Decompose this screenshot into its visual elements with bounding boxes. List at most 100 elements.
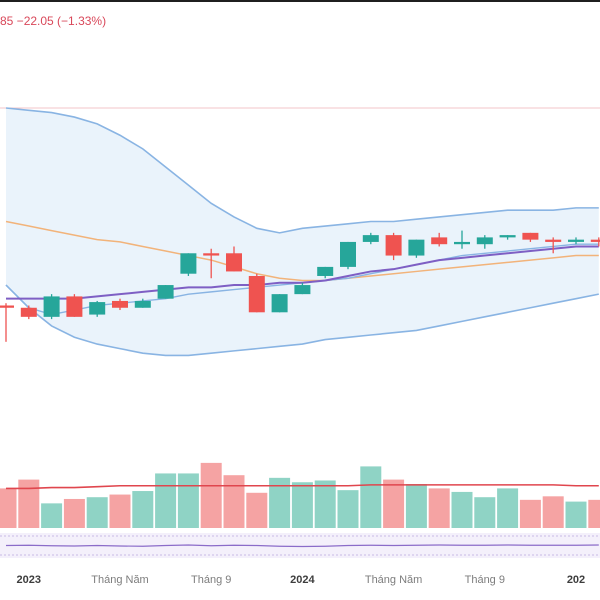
x-tick-label: 2023 xyxy=(17,574,41,586)
candle[interactable] xyxy=(134,298,151,308)
candle[interactable] xyxy=(476,235,493,249)
candle[interactable] xyxy=(66,294,83,317)
candle-body xyxy=(454,241,470,245)
volume-bar[interactable] xyxy=(132,491,154,528)
candle[interactable] xyxy=(340,241,356,270)
volume-bar[interactable] xyxy=(519,499,541,528)
bollinger-lower-line xyxy=(5,284,599,357)
candle-body xyxy=(226,253,242,272)
candle-layer[interactable] xyxy=(0,230,600,342)
candle[interactable] xyxy=(271,294,288,313)
candle-body xyxy=(294,285,311,295)
candle[interactable] xyxy=(89,300,106,317)
volume-layer[interactable] xyxy=(0,462,600,528)
candle[interactable] xyxy=(157,285,174,299)
candle[interactable] xyxy=(203,248,220,279)
volume-bar[interactable] xyxy=(109,494,131,528)
x-tick-label: 202 xyxy=(567,574,585,586)
candle-body xyxy=(499,235,516,238)
volume-bar[interactable] xyxy=(18,479,40,528)
candle[interactable] xyxy=(568,237,584,245)
candle[interactable] xyxy=(317,266,334,279)
price-change-readout: 85 −22.05 (−1.33%) xyxy=(0,14,107,28)
top-rule xyxy=(0,0,600,2)
candle[interactable] xyxy=(385,232,402,261)
volume-bar[interactable] xyxy=(177,473,199,528)
volume-bar[interactable] xyxy=(405,484,427,528)
volume-bar[interactable] xyxy=(155,473,177,528)
candle-body xyxy=(271,294,288,313)
volume-bar[interactable] xyxy=(383,479,405,528)
x-tick-label: Tháng 9 xyxy=(465,574,505,586)
candle-body xyxy=(431,237,448,245)
candle-body xyxy=(157,285,174,299)
candle-body xyxy=(134,300,151,308)
candle[interactable] xyxy=(408,239,425,258)
candle-body xyxy=(545,239,562,242)
candle[interactable] xyxy=(545,237,562,254)
candle[interactable] xyxy=(590,237,600,247)
x-tick-label: 2024 xyxy=(290,574,315,586)
candle[interactable] xyxy=(499,235,516,240)
candle-body xyxy=(362,235,379,242)
candle-body xyxy=(385,235,402,256)
volume-bar[interactable] xyxy=(291,482,313,528)
volume-bar[interactable] xyxy=(360,466,382,528)
candle-body xyxy=(180,253,197,274)
candle[interactable] xyxy=(454,230,470,249)
volume-bar[interactable] xyxy=(428,488,450,528)
candle[interactable] xyxy=(294,282,311,295)
volume-bar[interactable] xyxy=(223,475,245,528)
candle-body xyxy=(568,239,584,242)
volume-bar[interactable] xyxy=(41,503,63,528)
candle-body xyxy=(66,296,83,317)
candle[interactable] xyxy=(522,232,539,242)
volume-bar[interactable] xyxy=(246,492,268,528)
candle[interactable] xyxy=(180,253,197,276)
x-tick-label: Tháng Năm xyxy=(365,574,422,586)
candle-body xyxy=(0,305,14,308)
candle-body xyxy=(43,296,60,317)
volume-bar[interactable] xyxy=(565,501,587,528)
volume-bar[interactable] xyxy=(269,477,291,528)
candle[interactable] xyxy=(226,246,242,272)
volume-moving-average xyxy=(6,484,599,490)
candle[interactable] xyxy=(248,273,265,313)
candle-body xyxy=(476,237,493,245)
volume-bar[interactable] xyxy=(86,497,108,528)
moving-average-long xyxy=(5,220,599,282)
candle-body xyxy=(408,239,425,256)
oscillator-layer xyxy=(0,533,600,558)
candle-body xyxy=(340,241,356,267)
bollinger-upper-line xyxy=(5,107,599,234)
volume-bar[interactable] xyxy=(588,499,600,528)
candle[interactable] xyxy=(0,303,14,342)
volume-bar[interactable] xyxy=(542,496,564,528)
volume-bar[interactable] xyxy=(451,491,473,528)
volume-bar[interactable] xyxy=(63,498,85,528)
volume-bar[interactable] xyxy=(474,497,496,528)
candle[interactable] xyxy=(43,294,60,320)
volume-bar[interactable] xyxy=(337,490,359,528)
candle-body xyxy=(20,307,37,317)
bollinger-band-fill xyxy=(6,108,599,356)
candle-body xyxy=(203,253,220,256)
volume-bar[interactable] xyxy=(0,488,17,528)
candle[interactable] xyxy=(20,305,37,320)
volume-bar[interactable] xyxy=(314,480,336,528)
candle[interactable] xyxy=(112,298,128,311)
candle-body xyxy=(112,300,128,308)
candle[interactable] xyxy=(362,232,379,245)
time-axis: 2023 Tháng Năm Tháng 9 2024 Tháng Năm Tháng 9… xyxy=(17,574,586,586)
oscillator-line xyxy=(5,544,599,548)
candle-body xyxy=(522,232,539,240)
candle-body xyxy=(590,239,600,242)
bollinger-band-layer xyxy=(5,107,599,357)
volume-bar[interactable] xyxy=(200,462,222,528)
candle[interactable] xyxy=(431,232,448,247)
x-tick-label: Tháng Năm xyxy=(91,574,148,586)
volume-bar[interactable] xyxy=(497,488,519,528)
candle-body xyxy=(89,302,106,315)
